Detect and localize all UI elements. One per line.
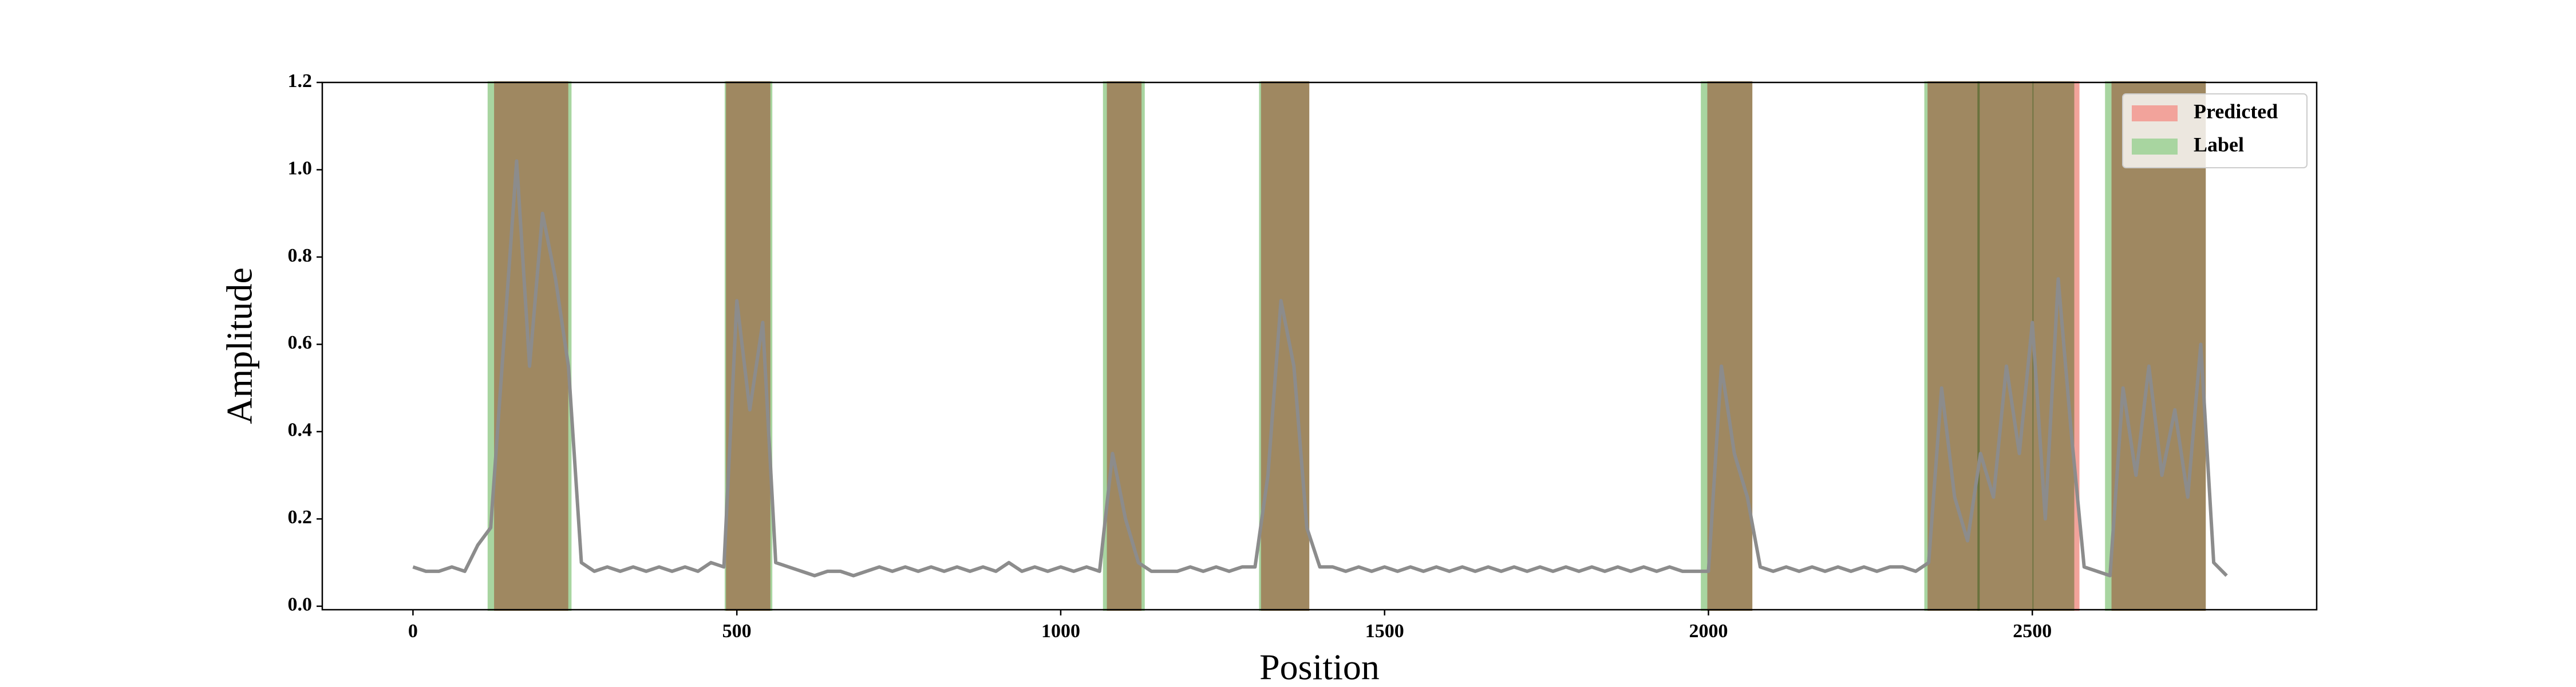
legend-swatch bbox=[2132, 105, 2178, 121]
y-tick-label: 0.2 bbox=[288, 507, 313, 528]
x-axis-label: Position bbox=[1259, 647, 1380, 687]
region-span bbox=[1977, 81, 2034, 611]
x-tick-label: 2500 bbox=[2013, 621, 2052, 642]
y-tick-label: 0.0 bbox=[288, 594, 313, 615]
x-tick-label: 1000 bbox=[1041, 621, 1080, 642]
region-span bbox=[1259, 81, 1310, 611]
amplitude-line bbox=[412, 159, 2228, 578]
regions bbox=[487, 81, 2206, 611]
axes-frame bbox=[321, 81, 2318, 611]
x-tick-label: 1500 bbox=[1365, 621, 1404, 642]
x-tick-label: 500 bbox=[722, 621, 752, 642]
region-span bbox=[1103, 81, 1145, 611]
plot-area bbox=[412, 159, 2228, 578]
y-tick-label: 1.2 bbox=[288, 70, 313, 92]
legend-label: Label bbox=[2194, 133, 2244, 156]
y-axis-label: Amplitude bbox=[219, 267, 260, 424]
legend-swatch bbox=[2132, 139, 2178, 155]
y-tick-label: 0.8 bbox=[288, 245, 313, 266]
legend-label: Predicted bbox=[2194, 100, 2278, 123]
x-tick-label: 2000 bbox=[1689, 621, 1728, 642]
y-tick-label: 0.6 bbox=[288, 332, 313, 353]
x-tick-label: 0 bbox=[408, 621, 418, 642]
region-span bbox=[2105, 81, 2206, 611]
y-tick-label: 1.0 bbox=[288, 157, 313, 179]
y-tick-label: 0.4 bbox=[288, 420, 313, 441]
